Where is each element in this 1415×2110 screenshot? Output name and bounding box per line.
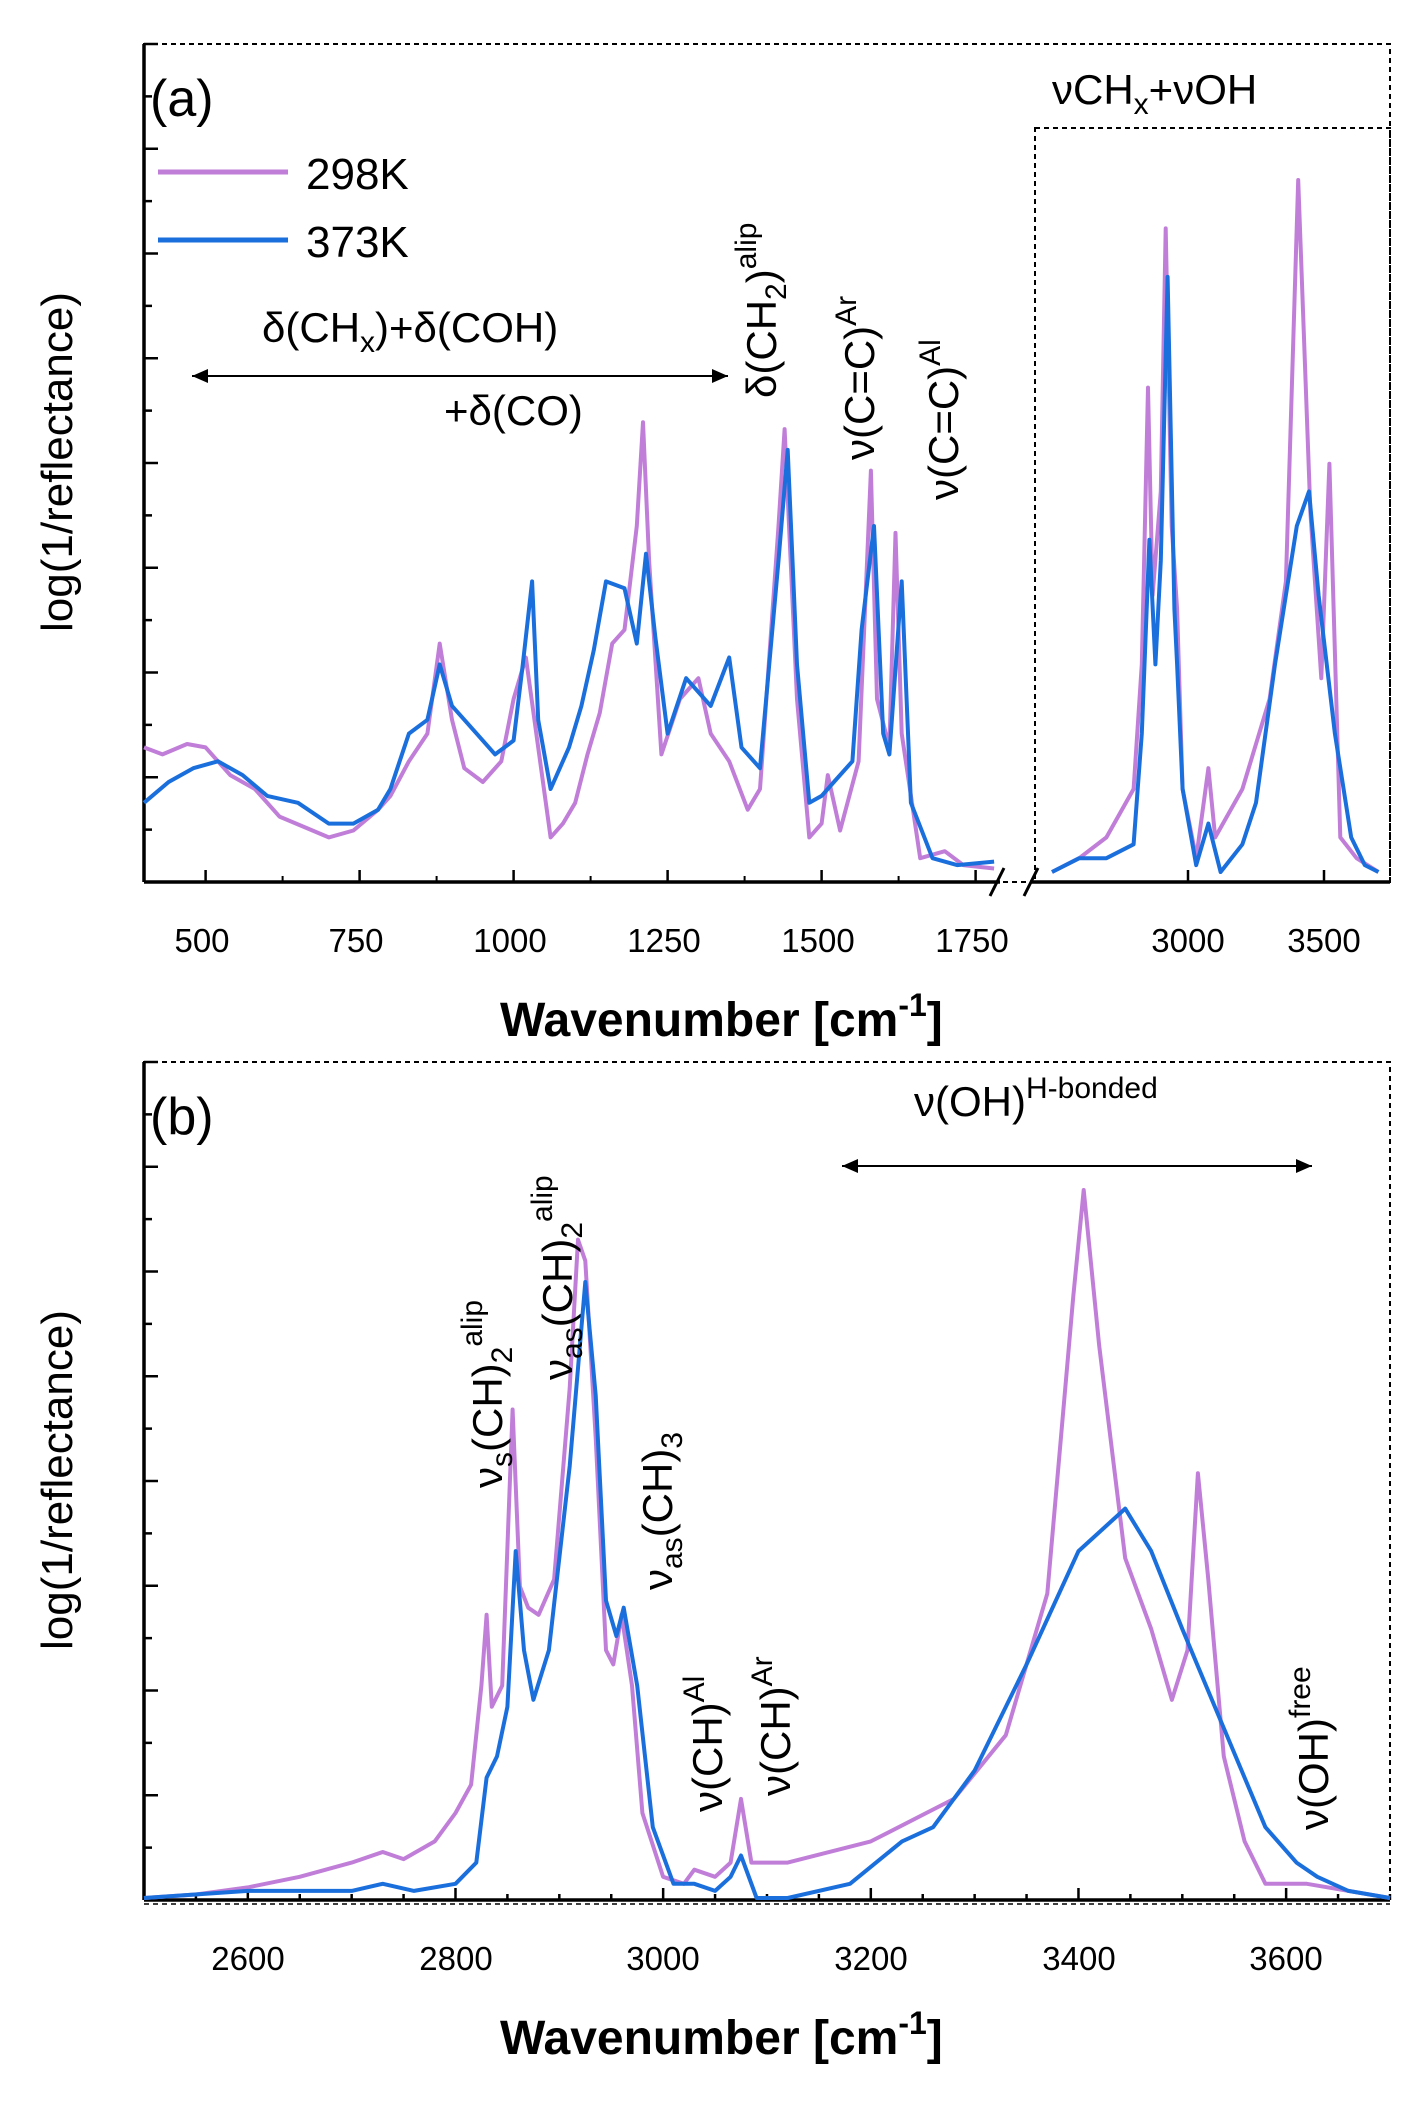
oh-free-annotation: ν(OH)free: [1284, 1666, 1337, 1830]
series-line-298k: [143, 1188, 1391, 1900]
legend-label-298k: 298K: [306, 150, 409, 199]
oh-hbonded-annotation: ν(OH)H-bonded: [914, 1072, 1158, 1125]
bending-annotation-line2: +δ(CO): [444, 387, 583, 434]
panel-b-x-ticks: 2600 2800 3000 3200 3400 3600: [142, 1888, 1392, 1977]
axis-break-mark-2: [1022, 867, 1040, 897]
x-tick-label: 1250: [627, 922, 700, 959]
panel-b-y-ticks: [144, 1060, 158, 1902]
series-line-373k-high: [1051, 274, 1380, 874]
vs-ch2-annotation: νs(CH)2alip: [456, 1300, 519, 1488]
series-line-373k: [143, 1280, 1391, 1900]
panel-b-y-label: log(1/reflectance): [33, 1310, 82, 1650]
x-tick-label: 2800: [419, 1940, 492, 1977]
legend: 298K 373K: [158, 150, 409, 267]
stretch-region-label: νCHx+νOH: [1052, 66, 1257, 121]
stretch-region-box: [1034, 127, 1391, 883]
panel-b-series: [143, 1188, 1391, 1900]
x-tick-label: 1750: [935, 922, 1008, 959]
panel-a-x-ticks: 500 750 1000 1250 1500 1750 3000 3500: [174, 870, 1361, 959]
vas-ch3-annotation: νas(CH)3: [634, 1432, 689, 1590]
panel-a-x-label: Wavenumber [cm-1]: [500, 987, 943, 1047]
bending-range-arrow: [192, 369, 728, 383]
panel-b-x-label: Wavenumber [cm-1]: [500, 2005, 943, 2065]
x-tick-label: 1000: [473, 922, 546, 959]
panel-b-label: (b): [150, 1088, 214, 1146]
ch-aliphatic-annotation: ν(CH)Al: [678, 1676, 731, 1812]
panel-a-label: (a): [150, 70, 214, 128]
ch-aromatic-annotation: ν(CH)Ar: [746, 1656, 799, 1796]
axis-break-mark-1: [988, 867, 1006, 897]
series-line-298k-high: [1051, 178, 1380, 874]
series-line-298k-low: [143, 420, 995, 871]
series-line-373k-low: [142, 447, 995, 868]
x-tick-label: 750: [328, 922, 383, 959]
x-tick-label: 500: [174, 922, 229, 959]
oh-hbonded-range-arrow: [842, 1159, 1312, 1173]
vas-ch2-annotation: νas(CH)2alip: [526, 1175, 589, 1380]
panel-a-series: [142, 178, 1380, 874]
x-tick-label: 3500: [1287, 922, 1360, 959]
x-tick-label: 3000: [1151, 922, 1224, 959]
x-tick-label: 1500: [781, 922, 854, 959]
ch2-bending-annotation: δ(CH2)alip: [730, 223, 793, 398]
panel-b: 2600 2800 3000 3200 3400 3600 (b) ν(OH)H…: [33, 1060, 1392, 2065]
panel-a-y-ticks: [144, 42, 158, 884]
cc-aliphatic-annotation: ν(C=C)Al: [914, 339, 967, 500]
panel-a-y-label: log(1/reflectance): [33, 292, 82, 632]
panel-a: 500 750 1000 1250 1500 1750 3000 3500 (a…: [33, 42, 1391, 1047]
x-tick-label: 3400: [1042, 1940, 1115, 1977]
cc-aromatic-annotation: ν(C=C)Ar: [830, 296, 883, 460]
legend-label-373k: 373K: [306, 218, 409, 267]
x-tick-label: 2600: [211, 1940, 284, 1977]
x-tick-label: 3200: [834, 1940, 907, 1977]
bending-annotation: δ(CHx)+δ(COH): [262, 304, 558, 359]
x-tick-label: 3000: [626, 1940, 699, 1977]
x-tick-label: 3600: [1249, 1940, 1322, 1977]
